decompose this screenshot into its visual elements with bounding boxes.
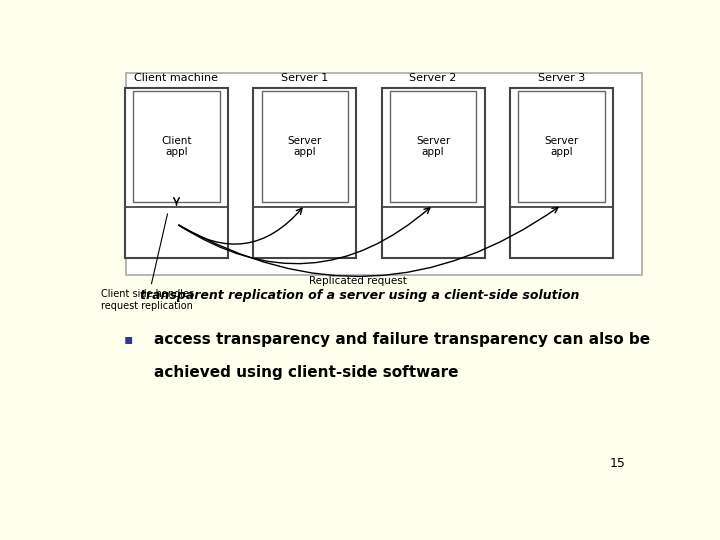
- Bar: [510, 87, 613, 258]
- Bar: [126, 73, 642, 275]
- Text: Server 1: Server 1: [282, 73, 328, 83]
- Bar: [261, 91, 348, 202]
- Text: Client machine: Client machine: [135, 73, 218, 83]
- Text: transparent replication of a server using a client-side solution: transparent replication of a server usin…: [140, 289, 580, 302]
- Bar: [125, 87, 228, 258]
- Bar: [382, 87, 485, 258]
- Text: Server 2: Server 2: [410, 73, 457, 83]
- Text: access transparency and failure transparency can also be: access transparency and failure transpar…: [154, 332, 650, 347]
- Text: Server
appl: Server appl: [544, 136, 579, 157]
- Text: Client
appl: Client appl: [161, 136, 192, 157]
- Bar: [133, 91, 220, 202]
- Bar: [518, 91, 605, 202]
- Text: Server
appl: Server appl: [416, 136, 450, 157]
- Bar: [390, 91, 477, 202]
- Text: 15: 15: [610, 457, 626, 470]
- Bar: [253, 87, 356, 258]
- Text: ▪: ▪: [124, 332, 133, 346]
- Text: Server 3: Server 3: [538, 73, 585, 83]
- Text: Replicated request: Replicated request: [309, 276, 407, 286]
- Text: Server
appl: Server appl: [288, 136, 322, 157]
- Text: achieved using client-side software: achieved using client-side software: [154, 365, 459, 380]
- Text: Client side handles
request replication: Client side handles request replication: [101, 214, 194, 311]
